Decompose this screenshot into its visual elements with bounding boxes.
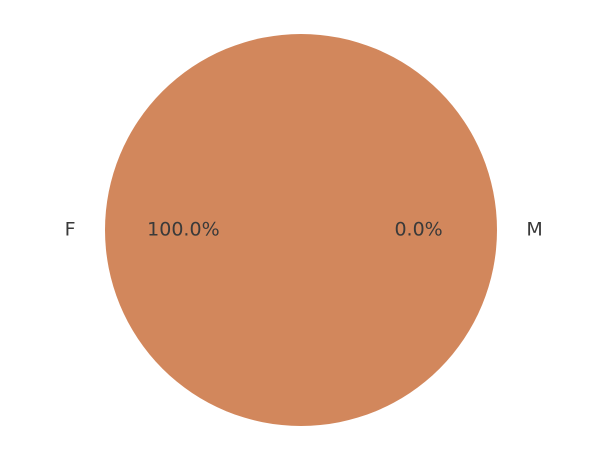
pie-slice-f (105, 34, 497, 426)
pie-slices (105, 34, 497, 426)
slice-label-m: M (526, 219, 542, 241)
slice-pct-label-m: 0.0% (394, 219, 442, 241)
slice-label-f: F (65, 219, 76, 241)
pie-labels: F 100.0% M 0.0% (65, 219, 543, 241)
slice-pct-label-f: 100.0% (147, 219, 219, 241)
